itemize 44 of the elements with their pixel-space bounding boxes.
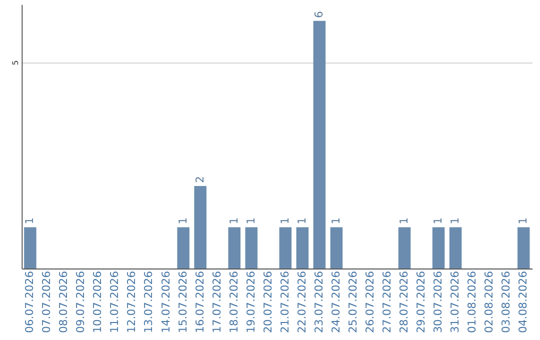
x-tick-label: 24.07.2026 bbox=[329, 270, 342, 333]
data-label: 1 bbox=[516, 217, 530, 224]
x-tick-label: 17.07.2026 bbox=[210, 270, 224, 333]
data-label: 2 bbox=[193, 176, 206, 184]
data-label: 1 bbox=[448, 217, 462, 224]
x-tick-label: 09.07.2026 bbox=[74, 270, 88, 333]
x-tick-label: 14.07.2026 bbox=[159, 270, 172, 333]
x-tick-label: 31.07.2026 bbox=[448, 270, 462, 333]
x-tick-label: 04.08.2026 bbox=[516, 270, 530, 333]
data-label: 1 bbox=[227, 217, 240, 224]
x-tick-label: 13.07.2026 bbox=[142, 270, 156, 333]
x-tick-label: 08.07.2026 bbox=[57, 270, 70, 333]
data-label: 1 bbox=[397, 217, 410, 224]
x-tick-label: 03.08.2026 bbox=[500, 270, 513, 333]
x-tick-label: 30.07.2026 bbox=[431, 270, 444, 333]
x-tick-label: 06.07.2026 bbox=[23, 270, 36, 333]
x-tick-label: 20.07.2026 bbox=[261, 270, 274, 333]
x-tick-label: 16.07.2026 bbox=[193, 270, 206, 333]
x-tick-label: 22.07.2026 bbox=[295, 270, 308, 333]
x-tick-label: 21.07.2026 bbox=[278, 270, 292, 333]
x-tick-label: 18.07.2026 bbox=[227, 270, 240, 333]
data-label: 6 bbox=[312, 10, 326, 18]
data-label: 1 bbox=[176, 217, 190, 224]
x-tick-label: 12.07.2026 bbox=[125, 270, 138, 333]
x-tick-label: 27.07.2026 bbox=[380, 270, 394, 333]
x-tick-label: 15.07.2026 bbox=[176, 270, 190, 333]
y-tick-label: 5 bbox=[11, 60, 20, 66]
data-label: 1 bbox=[431, 217, 444, 224]
data-label: 1 bbox=[295, 217, 308, 224]
x-tick-label: 19.07.2026 bbox=[244, 270, 258, 333]
x-tick-label: 25.07.2026 bbox=[346, 270, 360, 333]
x-tick-label: 23.07.2026 bbox=[312, 270, 326, 333]
x-tick-label: 26.07.2026 bbox=[363, 270, 376, 333]
data-label: 1 bbox=[23, 217, 36, 224]
data-label: 1 bbox=[244, 217, 258, 224]
x-tick-label: 07.07.2026 bbox=[40, 270, 54, 333]
x-tick-label: 10.07.2026 bbox=[91, 270, 104, 333]
data-label: 1 bbox=[278, 217, 292, 224]
x-tick-label: 02.08.2026 bbox=[482, 270, 496, 333]
x-tick-label: 11.07.2026 bbox=[108, 270, 122, 333]
x-tick-label: 28.07.2026 bbox=[397, 270, 410, 333]
x-tick-label: 29.07.2026 bbox=[414, 270, 428, 333]
data-label: 1 bbox=[329, 217, 342, 224]
x-tick-label: 01.08.2026 bbox=[466, 270, 479, 333]
